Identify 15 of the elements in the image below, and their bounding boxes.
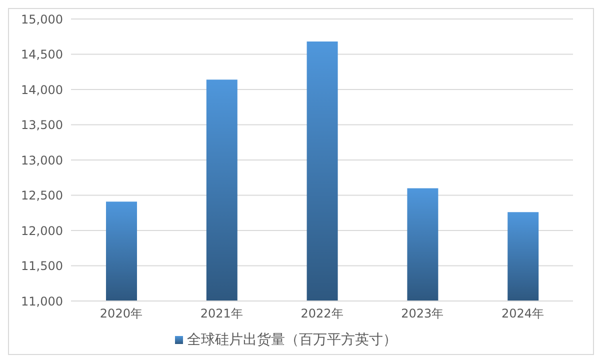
y-tick-label: 13,000 (21, 153, 63, 168)
y-tick-label: 12,500 (21, 188, 63, 203)
y-tick-label: 12,000 (21, 224, 63, 238)
y-tick-label: 15,000 (21, 12, 63, 26)
x-tick-label: 2024年 (502, 306, 544, 321)
x-tick-label: 2020年 (100, 306, 142, 321)
y-tick-label: 14,000 (21, 82, 63, 97)
x-tick-label: 2023年 (401, 306, 444, 321)
y-tick-label: 13,500 (21, 118, 63, 132)
y-tick-label: 11,500 (21, 259, 63, 274)
legend-label: 全球硅片出货量（百万平方英寸） (187, 332, 397, 348)
x-tick-label: 2021年 (200, 306, 243, 321)
y-tick-label: 11,000 (21, 294, 63, 308)
x-tick-label: 2022年 (300, 306, 344, 321)
y-tick-label: 14,500 (21, 48, 63, 62)
